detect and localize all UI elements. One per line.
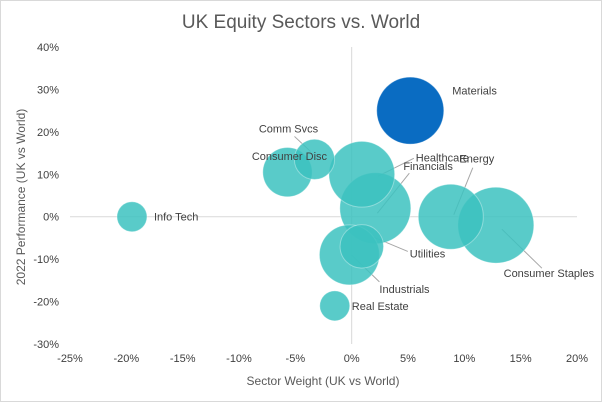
bubble-point bbox=[319, 290, 351, 322]
x-tick-label: 5% bbox=[400, 353, 416, 365]
data-label: Energy bbox=[459, 154, 494, 166]
data-label: Real Estate bbox=[352, 301, 409, 313]
data-label: Financials bbox=[403, 161, 453, 173]
data-label: Materials bbox=[452, 86, 497, 98]
data-label: Utilities bbox=[410, 248, 446, 260]
x-tick-label: 15% bbox=[510, 353, 532, 365]
y-tick-label: -10% bbox=[33, 254, 59, 266]
x-axis-title: Sector Weight (UK vs World) bbox=[247, 374, 400, 388]
y-tick-label: 30% bbox=[37, 84, 59, 96]
data-label: Healthcare bbox=[416, 152, 469, 164]
x-tick-label: 20% bbox=[566, 353, 588, 365]
y-tick-label: 10% bbox=[37, 169, 59, 181]
bubble-point bbox=[339, 224, 385, 269]
y-axis-title: 2022 Performance (UK vs World) bbox=[14, 109, 28, 286]
x-tick-label: -15% bbox=[170, 353, 196, 365]
x-tick-label: -25% bbox=[57, 353, 83, 365]
x-tick-label: -20% bbox=[113, 353, 139, 365]
x-tick-label: 10% bbox=[453, 353, 475, 365]
axes: -25% -20% -15% -10% -5% 0% 5% 10% 15% 20% -30% -20%… bbox=[33, 42, 588, 365]
y-tick-label: 20% bbox=[37, 127, 59, 139]
bubble-point bbox=[328, 140, 396, 208]
data-label: Comm Svcs bbox=[259, 123, 319, 135]
data-label: Consumer Disc bbox=[252, 151, 328, 163]
bubble-point bbox=[293, 138, 336, 181]
data-labels: Materials Comm Svcs Consumer Disc Healthcar… bbox=[154, 86, 595, 313]
y-tick-label: -20% bbox=[33, 297, 59, 309]
data-label: Info Tech bbox=[154, 212, 198, 224]
bubbles bbox=[116, 76, 535, 322]
bubble-point bbox=[417, 183, 484, 250]
y-tick-label: 40% bbox=[37, 42, 59, 54]
chart-title: UK Equity Sectors vs. World bbox=[182, 12, 420, 33]
x-tick-label: -5% bbox=[286, 353, 306, 365]
bubble-point bbox=[376, 76, 445, 145]
y-tick-label: -30% bbox=[33, 339, 59, 351]
data-label: Industrials bbox=[379, 284, 430, 296]
x-tick-label: 0% bbox=[344, 353, 360, 365]
data-label: Consumer Staples bbox=[504, 268, 595, 280]
y-tick-label: 0% bbox=[43, 212, 59, 224]
x-tick-label: -10% bbox=[226, 353, 252, 365]
bubble-point bbox=[116, 201, 148, 233]
